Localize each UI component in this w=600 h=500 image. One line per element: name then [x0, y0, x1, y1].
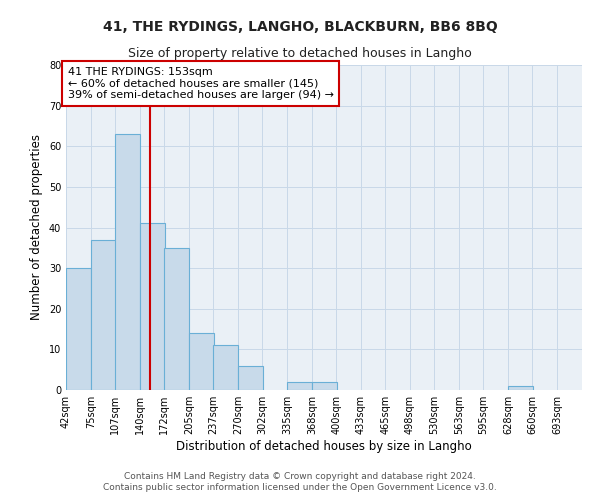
- Text: Contains public sector information licensed under the Open Government Licence v3: Contains public sector information licen…: [103, 484, 497, 492]
- Bar: [312, 382, 337, 390]
- Text: 41, THE RYDINGS, LANGHO, BLACKBURN, BB6 8BQ: 41, THE RYDINGS, LANGHO, BLACKBURN, BB6 …: [103, 20, 497, 34]
- Bar: [140, 224, 165, 390]
- Y-axis label: Number of detached properties: Number of detached properties: [30, 134, 43, 320]
- Bar: [189, 333, 214, 390]
- Bar: [91, 240, 116, 390]
- Text: 41 THE RYDINGS: 153sqm
← 60% of detached houses are smaller (145)
39% of semi-de: 41 THE RYDINGS: 153sqm ← 60% of detached…: [68, 67, 334, 100]
- Text: Size of property relative to detached houses in Langho: Size of property relative to detached ho…: [128, 48, 472, 60]
- Bar: [66, 268, 91, 390]
- Bar: [115, 134, 140, 390]
- Bar: [287, 382, 312, 390]
- Text: Contains HM Land Registry data © Crown copyright and database right 2024.: Contains HM Land Registry data © Crown c…: [124, 472, 476, 481]
- Bar: [164, 248, 189, 390]
- X-axis label: Distribution of detached houses by size in Langho: Distribution of detached houses by size …: [176, 440, 472, 453]
- Bar: [238, 366, 263, 390]
- Bar: [213, 346, 238, 390]
- Bar: [508, 386, 533, 390]
